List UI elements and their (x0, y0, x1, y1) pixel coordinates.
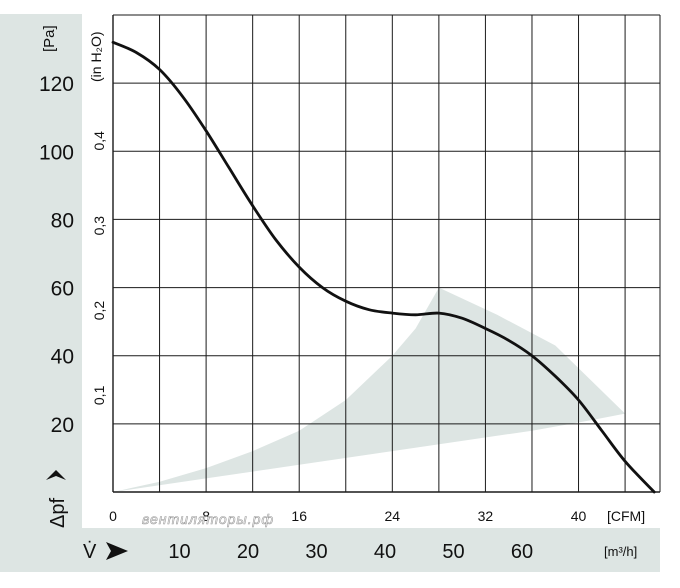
y-tick-label-inh2o: 0,3 (91, 216, 107, 236)
x-tick-label-cfm: 0 (109, 508, 117, 524)
y-tick-label-inh2o: 0,2 (91, 301, 107, 321)
left-axis-band (0, 14, 82, 530)
watermark: вентиляторы.рф (142, 511, 274, 527)
y-axis-symbol-dpf: Δpf (47, 498, 69, 528)
y-tick-label-pa: 20 (51, 414, 74, 437)
y-axis-arrow-icon (46, 470, 66, 480)
operating-area-band (113, 287, 626, 492)
flow-symbol-v: V̇ (83, 541, 97, 563)
x-tick-label-m3h: 20 (237, 541, 259, 563)
x-tick-label-m3h: 40 (374, 541, 396, 563)
x-tick-label-cfm: 8 (202, 508, 210, 524)
y-axis-unit-pa: [Pa] (41, 25, 58, 52)
x-tick-label-cfm: 32 (478, 508, 494, 524)
y-tick-label-inh2o: 0,1 (91, 385, 107, 405)
x-axis-unit-cfm: [CFM] (607, 508, 645, 524)
bottom-axis-band (0, 528, 660, 572)
x-tick-label-m3h: 50 (442, 541, 464, 563)
pressure-curve-line (111, 40, 656, 494)
y-tick-label-pa: 40 (51, 346, 74, 369)
x-tick-label-m3h: 10 (168, 541, 190, 563)
y-tick-label-inh2o: 0,4 (91, 131, 107, 151)
x-tick-label-m3h: 30 (305, 541, 327, 563)
x-axis-arrow-icon (106, 542, 128, 560)
y-tick-label-pa: 80 (51, 209, 74, 232)
y-tick-label-pa: 120 (39, 73, 74, 96)
y-axis-unit-inh2o: (in H₂O) (88, 31, 104, 82)
x-tick-label-cfm: 24 (385, 508, 401, 524)
x-tick-label-cfm: 40 (571, 508, 587, 524)
x-tick-label-cfm: 16 (291, 508, 307, 524)
y-tick-label-pa: 60 (51, 278, 74, 301)
y-tick-label-pa: 100 (39, 141, 74, 164)
x-tick-label-m3h: 60 (511, 541, 533, 563)
x-axis-unit-m3h: [m³/h] (604, 544, 637, 559)
